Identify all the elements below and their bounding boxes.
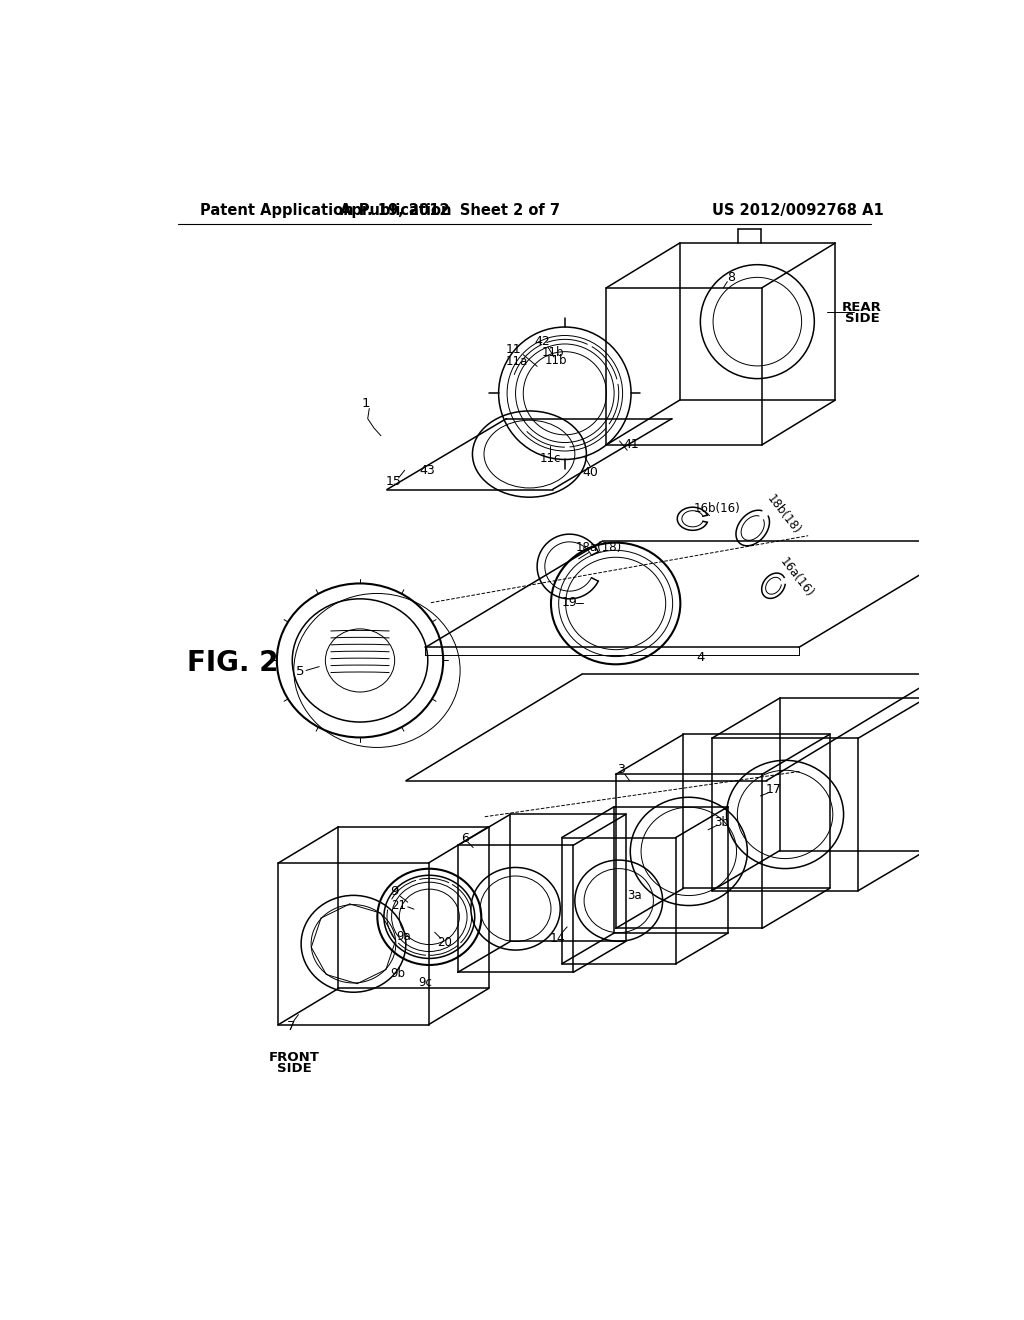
Text: FIG. 2: FIG. 2 <box>187 648 279 677</box>
Text: 11b: 11b <box>542 346 564 359</box>
Text: 7: 7 <box>287 1020 295 1034</box>
Text: REAR: REAR <box>842 301 882 314</box>
Text: 14: 14 <box>550 932 566 945</box>
Text: 16a(16): 16a(16) <box>777 556 816 601</box>
Text: 9b: 9b <box>390 966 406 979</box>
Text: US 2012/0092768 A1: US 2012/0092768 A1 <box>712 203 884 218</box>
Text: 40: 40 <box>583 466 598 479</box>
Text: 9a: 9a <box>396 929 412 942</box>
Text: SIDE: SIDE <box>278 1063 312 1074</box>
Text: 18b(18): 18b(18) <box>764 492 803 536</box>
Text: 3: 3 <box>617 763 625 776</box>
Text: SIDE: SIDE <box>845 312 880 325</box>
Text: 17: 17 <box>766 783 781 796</box>
Text: 11a: 11a <box>506 355 528 368</box>
Text: 20: 20 <box>437 936 453 949</box>
Text: FRONT: FRONT <box>269 1051 321 1064</box>
Text: 3b: 3b <box>715 816 729 829</box>
Text: 11c: 11c <box>540 453 561 465</box>
Text: 3a: 3a <box>628 888 642 902</box>
Text: 11b: 11b <box>545 354 567 367</box>
Text: 16b(16): 16b(16) <box>694 502 740 515</box>
Text: 19: 19 <box>561 597 578 610</box>
Text: 9: 9 <box>390 884 398 898</box>
Text: 15: 15 <box>386 475 401 488</box>
Text: Patent Application Publication: Patent Application Publication <box>200 203 452 218</box>
Text: 11: 11 <box>506 343 522 356</box>
Text: Apr. 19, 2012  Sheet 2 of 7: Apr. 19, 2012 Sheet 2 of 7 <box>340 203 560 218</box>
Text: 5: 5 <box>296 665 304 678</box>
Text: 9c: 9c <box>418 975 432 989</box>
Text: 42: 42 <box>535 335 550 348</box>
Text: 4: 4 <box>696 651 705 664</box>
Text: 1: 1 <box>361 397 370 409</box>
Text: 41: 41 <box>624 438 639 451</box>
Text: 21: 21 <box>391 899 407 912</box>
Text: 43: 43 <box>419 463 435 477</box>
Text: 18a(18): 18a(18) <box>575 541 622 554</box>
Text: 8: 8 <box>727 271 735 284</box>
Text: 6: 6 <box>462 832 469 845</box>
